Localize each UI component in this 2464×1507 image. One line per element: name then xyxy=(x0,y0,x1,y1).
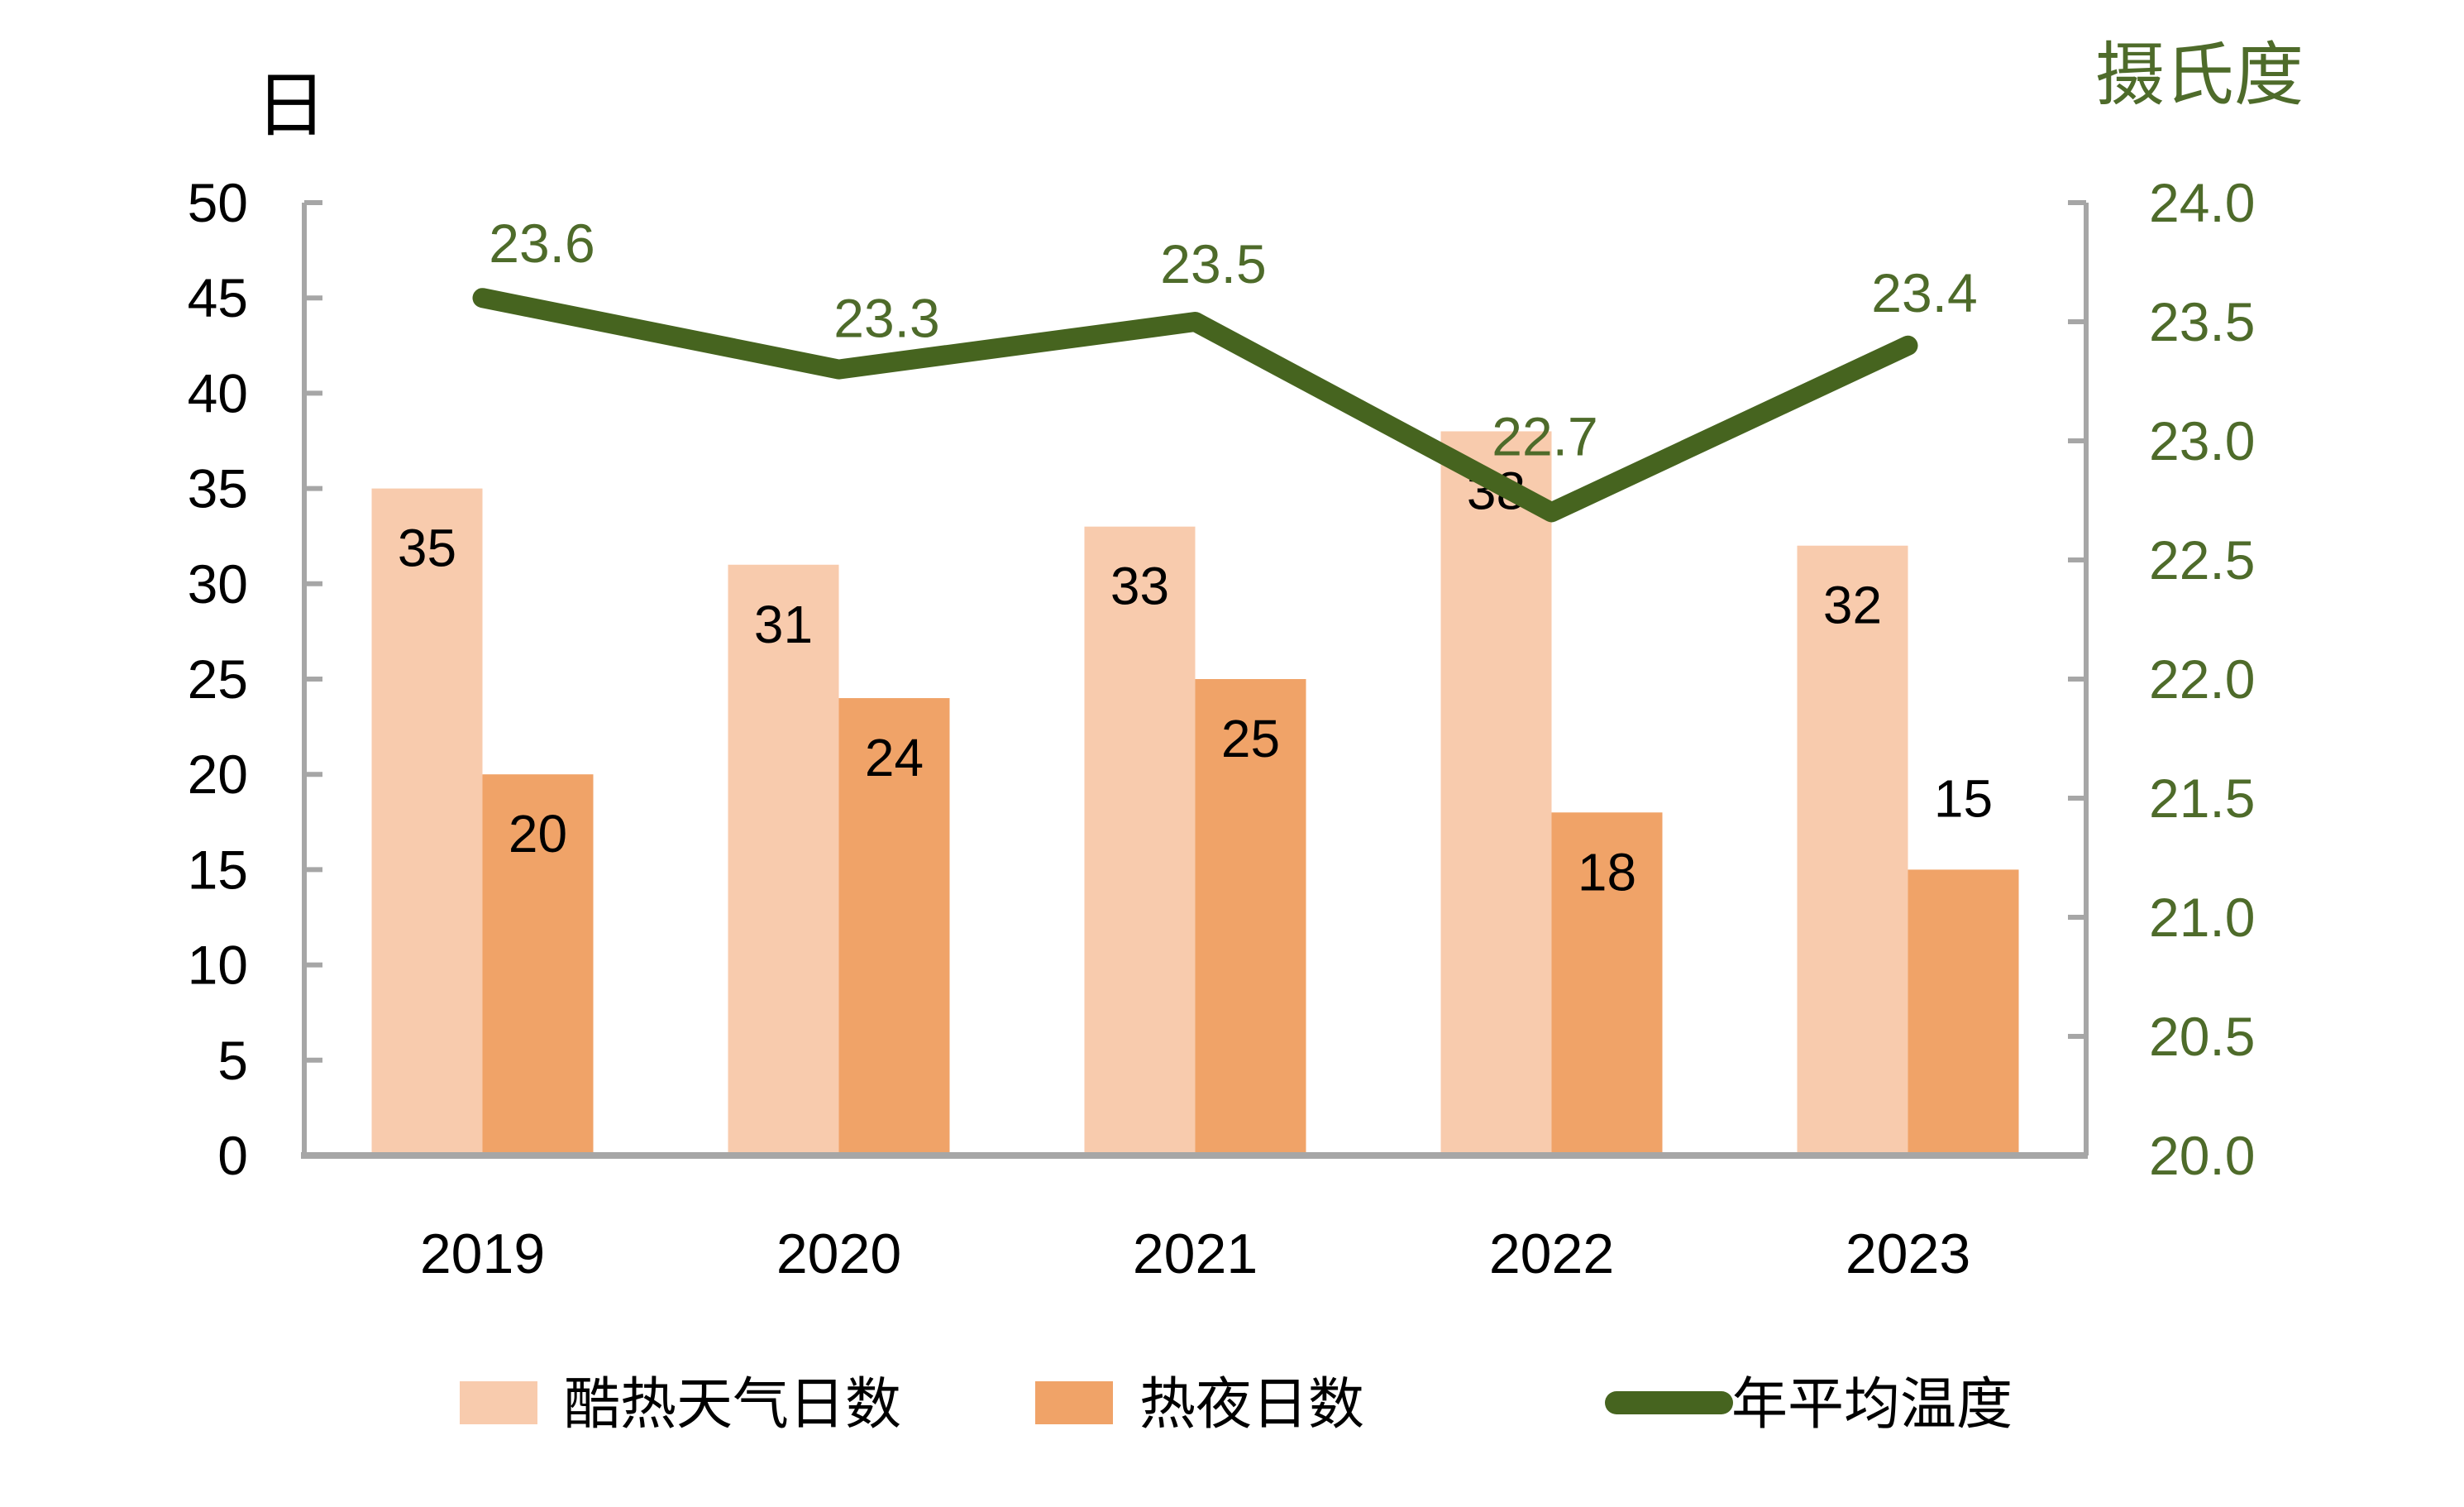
bar-hot-nights xyxy=(482,774,594,1155)
left-axis-tick-label: 10 xyxy=(188,935,248,996)
legend-swatch-hot-days xyxy=(460,1381,537,1424)
legend-label-hot-days: 酷热天气日数 xyxy=(564,1373,901,1436)
bar-value-label: 18 xyxy=(1578,842,1636,902)
line-value-label: 23.3 xyxy=(833,288,939,349)
bar-hot-days xyxy=(1440,431,1552,1155)
bar-value-label: 24 xyxy=(865,728,924,787)
year-label: 2020 xyxy=(776,1222,901,1285)
left-axis-tick-label: 0 xyxy=(217,1125,248,1186)
bar-hot-nights xyxy=(1551,812,1663,1155)
right-axis-tick-label: 21.5 xyxy=(2149,768,2255,829)
right-axis-tick-label: 20.5 xyxy=(2149,1006,2255,1067)
left-axis-tick-label: 15 xyxy=(188,839,248,900)
right-axis-tick-label: 23.5 xyxy=(2149,291,2255,352)
year-label: 2021 xyxy=(1133,1222,1258,1285)
bar-hot-nights xyxy=(838,698,950,1155)
bar-hot-days xyxy=(1084,526,1196,1155)
left-axis-tick-label: 35 xyxy=(188,458,248,519)
bar-value-label: 32 xyxy=(1823,576,1882,635)
left-axis-title: 日 xyxy=(255,66,327,146)
left-axis-tick-label: 30 xyxy=(188,553,248,615)
bar-value-label: 31 xyxy=(754,595,813,654)
right-axis-tick-label: 22.0 xyxy=(2149,648,2255,710)
line-value-label: 23.4 xyxy=(1871,262,1977,323)
right-axis-tick-label: 21.0 xyxy=(2149,887,2255,948)
year-label: 2019 xyxy=(420,1222,545,1285)
left-axis-tick-label: 5 xyxy=(217,1030,248,1091)
mean-temp-line xyxy=(472,288,1918,523)
bar-value-label: 33 xyxy=(1110,557,1169,616)
bar-value-label: 15 xyxy=(1934,768,1993,828)
left-axis-tick-label: 45 xyxy=(188,267,248,328)
legend-label-mean-temp: 年平均温度 xyxy=(1731,1373,2013,1436)
bar-value-label: 25 xyxy=(1221,709,1280,768)
plot-area: 5045403530252015105024.023.523.022.522.0… xyxy=(188,172,2256,1285)
right-axis-tick-label: 23.0 xyxy=(2149,410,2255,471)
right-axis-title: 摄氏度 xyxy=(2095,38,2304,115)
year-label: 2022 xyxy=(1489,1222,1614,1285)
bar-hot-days xyxy=(1797,545,1908,1155)
left-axis-tick-label: 50 xyxy=(188,172,248,233)
line-value-label: 23.5 xyxy=(1160,233,1266,294)
line-value-label: 22.7 xyxy=(1492,405,1597,466)
bar-hot-days xyxy=(728,564,839,1155)
bar-hot-nights xyxy=(1908,869,2019,1155)
left-axis-tick-label: 25 xyxy=(188,648,248,710)
bar-hot-days xyxy=(371,488,483,1155)
left-axis-tick-label: 20 xyxy=(188,744,248,805)
left-axis-tick-label: 40 xyxy=(188,362,248,423)
right-axis-tick-label: 24.0 xyxy=(2149,172,2255,233)
line-value-label: 23.6 xyxy=(489,213,595,274)
legend-swatch-hot-nights xyxy=(1035,1381,1113,1424)
bar-hot-nights xyxy=(1195,679,1306,1155)
bar-value-label: 35 xyxy=(398,519,456,578)
year-label: 2023 xyxy=(1846,1222,1970,1285)
legend: 酷热天气日数 热夜日数 年平均温度 xyxy=(460,1373,2013,1436)
bar-value-label: 20 xyxy=(509,804,567,864)
legend-label-hot-nights: 热夜日数 xyxy=(1139,1373,1364,1436)
right-axis-tick-label: 22.5 xyxy=(2149,529,2255,591)
right-axis-tick-label: 20.0 xyxy=(2149,1125,2255,1186)
